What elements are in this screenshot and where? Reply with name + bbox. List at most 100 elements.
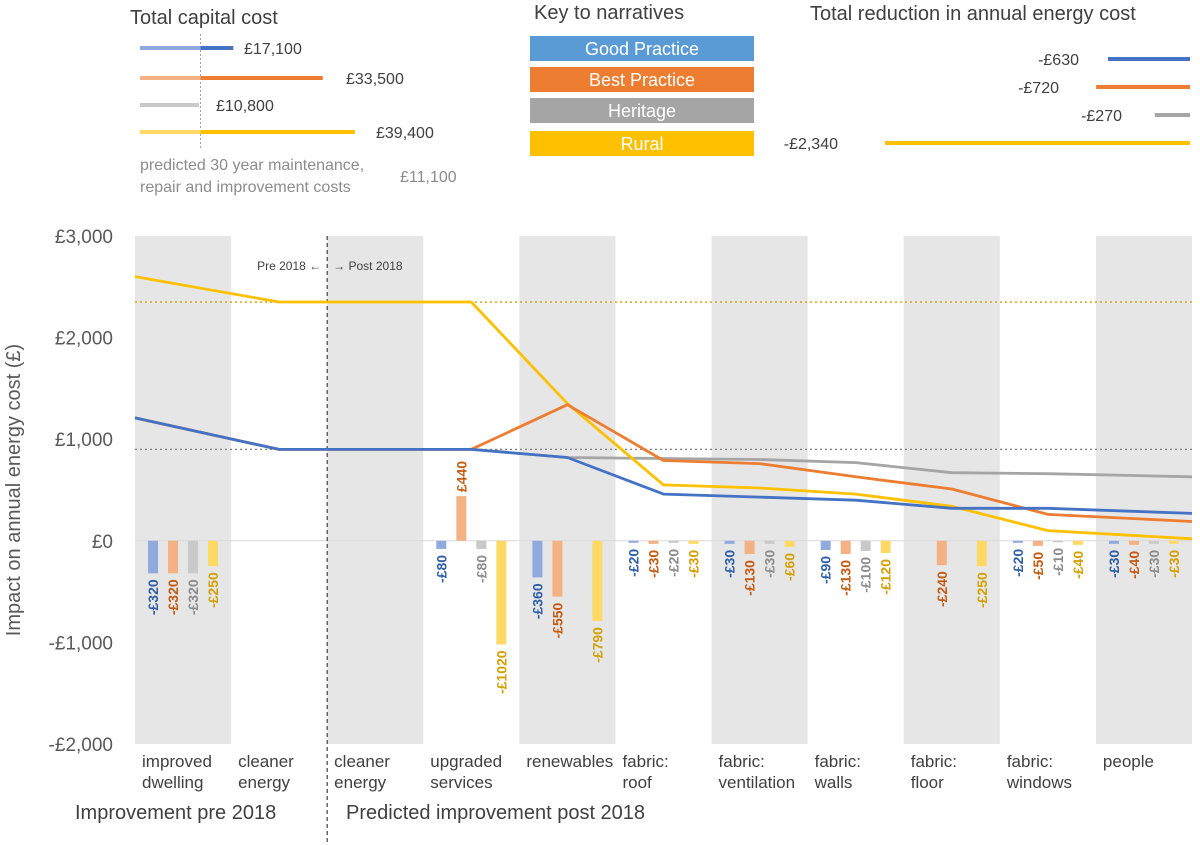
bar-value-label: -£30 <box>722 550 738 578</box>
bar-value-label: -£320 <box>165 579 181 615</box>
post-2018-label: → Post 2018 <box>333 259 403 273</box>
key-swatch <box>530 98 754 123</box>
x-tick-label: walls <box>814 773 853 792</box>
x-tick-label: cleaner <box>334 752 390 771</box>
bar-value-label: -£50 <box>1030 552 1046 580</box>
x-tick-label: people <box>1103 752 1154 771</box>
bar-value-label: -£60 <box>782 553 798 581</box>
bar <box>724 540 735 544</box>
x-tick-label: ventilation <box>719 773 796 792</box>
bar-value-label: -£120 <box>878 559 894 595</box>
x-tick-label: cleaner <box>238 752 294 771</box>
bar <box>496 540 507 645</box>
x-tick-label: renewables <box>526 752 613 771</box>
x-tick-label: windows <box>1006 773 1072 792</box>
capital-cost-value: £17,100 <box>244 41 302 58</box>
energy-reduction-value: -£2,340 <box>784 136 838 153</box>
bar <box>880 540 891 553</box>
key-title: Key to narratives <box>534 2 684 24</box>
bar-value-label: -£20 <box>666 549 682 577</box>
bar <box>168 540 179 574</box>
bar <box>764 540 775 544</box>
bar-value-label: -£100 <box>858 557 874 593</box>
bar <box>668 540 679 543</box>
x-tick-label: upgraded <box>430 752 502 771</box>
bar <box>552 540 563 597</box>
bar-value-label: -£360 <box>529 583 545 619</box>
bar-value-label: -£130 <box>838 560 854 596</box>
bar <box>1012 540 1023 543</box>
bar <box>592 540 603 622</box>
bar-value-label: -£320 <box>185 579 201 615</box>
bar <box>1108 540 1119 544</box>
key-swatch <box>530 36 754 61</box>
bar <box>1168 540 1179 544</box>
bar <box>1072 540 1083 545</box>
x-tick-label: energy <box>334 773 386 792</box>
bar-value-label: -£40 <box>1126 551 1142 579</box>
bar <box>976 540 987 567</box>
bar-value-label: £440 <box>453 461 469 492</box>
maintenance-value: £11,100 <box>400 169 457 186</box>
capital-cost-value: £39,400 <box>376 125 434 142</box>
category-band <box>327 236 424 744</box>
bar-value-label: -£90 <box>818 556 834 584</box>
bar-value-label: -£30 <box>646 550 662 578</box>
bar <box>208 540 219 567</box>
category-band <box>1095 236 1192 744</box>
bar <box>476 540 487 549</box>
pre-period-label: Improvement pre 2018 <box>75 802 276 824</box>
bar-value-label: -£320 <box>145 579 161 615</box>
x-tick-label: fabric: <box>719 752 765 771</box>
y-tick-label: £3,000 <box>55 227 113 248</box>
bar <box>1052 540 1063 543</box>
y-tick-label: -£1,000 <box>49 633 113 654</box>
x-tick-label: roof <box>622 773 652 792</box>
bar <box>1128 540 1139 545</box>
pre-2018-label: Pre 2018 ← <box>257 259 321 273</box>
energy-reduction-title: Total reduction in annual energy cost <box>810 3 1136 25</box>
bar <box>1032 540 1043 546</box>
energy-reduction-value: -£270 <box>1081 108 1122 125</box>
key-label: Good Practice <box>585 39 699 59</box>
bar <box>436 540 447 549</box>
key-label: Rural <box>620 134 663 154</box>
y-tick-label: -£2,000 <box>49 735 113 756</box>
y-axis-title: Impact on annual energy cost (£) <box>3 344 25 636</box>
key-swatch <box>530 67 754 92</box>
capital-cost-value: £33,500 <box>346 71 404 88</box>
bar-value-label: -£250 <box>974 572 990 608</box>
bar <box>860 540 871 551</box>
x-tick-label: fabric: <box>1007 752 1053 771</box>
bar-value-label: -£80 <box>473 555 489 583</box>
bar-value-label: -£20 <box>626 549 642 577</box>
bar <box>148 540 159 574</box>
bar-value-label: -£30 <box>686 550 702 578</box>
bar-value-label: -£30 <box>762 550 778 578</box>
series-line <box>134 275 1193 541</box>
bar <box>188 540 199 574</box>
series-line <box>134 403 1193 523</box>
x-tick-label: fabric: <box>911 752 957 771</box>
x-tick-label: dwelling <box>142 773 203 792</box>
x-tick-label: services <box>430 773 492 792</box>
bar <box>936 540 947 566</box>
category-band <box>135 236 232 744</box>
y-tick-label: £1,000 <box>55 430 113 451</box>
post-period-label: Predicted improvement post 2018 <box>346 802 645 824</box>
maintenance-note-line1: predicted 30 year maintenance, <box>140 157 364 174</box>
y-tick-label: £0 <box>92 532 113 553</box>
bar-value-label: -£30 <box>1146 550 1162 578</box>
maintenance-note-line2: repair and improvement costs <box>140 179 351 196</box>
series-line <box>134 416 1193 479</box>
x-tick-label: fabric: <box>815 752 861 771</box>
bar <box>820 540 831 550</box>
energy-reduction-value: -£630 <box>1038 52 1079 69</box>
bar-value-label: -£10 <box>1050 548 1066 576</box>
capital-cost-value: £10,800 <box>216 98 274 115</box>
bar-value-label: -£790 <box>589 627 605 663</box>
bar-value-label: -£1020 <box>493 650 509 694</box>
x-tick-label: fabric: <box>622 752 668 771</box>
bar <box>744 540 755 555</box>
